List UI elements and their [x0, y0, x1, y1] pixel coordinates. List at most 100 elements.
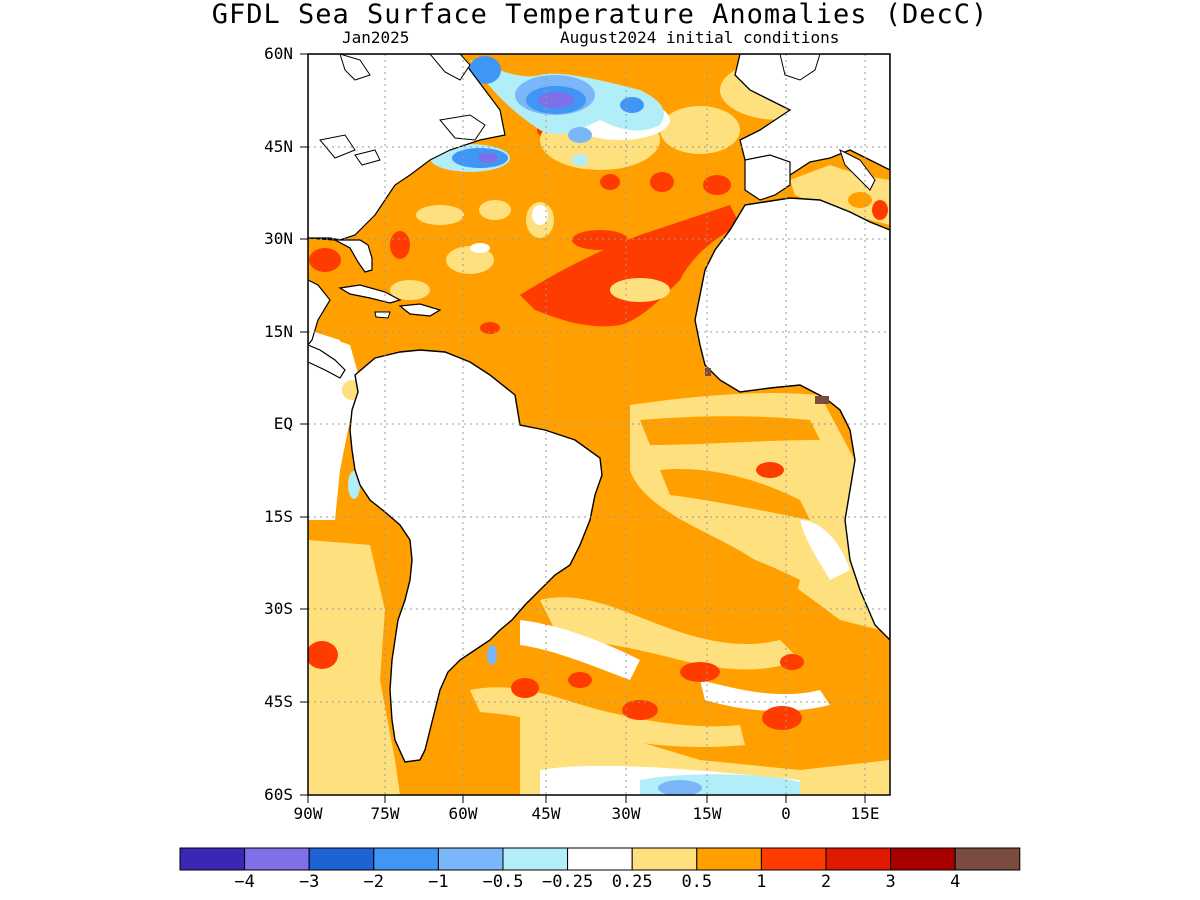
colorbar-label: 4 — [950, 872, 961, 892]
forecast-month: Jan2025 — [342, 28, 410, 47]
coldest-blob-newfoundland — [478, 153, 498, 163]
white-patch-n2 — [470, 243, 490, 253]
coldest-blob-north — [538, 92, 574, 108]
pacific-pale-region — [308, 540, 400, 795]
warm-blob-n3 — [703, 175, 731, 195]
lat-label-30s: 30S — [264, 599, 293, 618]
colorbar-swatch — [502, 847, 569, 871]
warm-blob-2 — [568, 672, 592, 688]
axis-ticks — [300, 53, 866, 803]
map-title: GFDL Sea Surface Temperature Anomalies (… — [211, 0, 989, 30]
warm-blob-n7 — [480, 322, 500, 334]
iberia-land — [744, 154, 791, 201]
colorbar — [179, 847, 1021, 871]
cuba-land — [338, 284, 402, 304]
warm-patch-med — [848, 192, 872, 208]
max-anomaly-spot-1 — [705, 368, 711, 376]
pale-patch-n6 — [610, 278, 670, 302]
britain-land — [779, 54, 821, 81]
warm-blob-med — [872, 200, 888, 220]
hispaniola-land — [398, 303, 442, 317]
lat-label-eq: EQ — [273, 414, 293, 433]
pale-patch-n1 — [416, 205, 464, 225]
warm-blob-4 — [680, 662, 720, 682]
cold-blob-labrador — [469, 56, 501, 84]
colorbar-label: 0.25 — [611, 872, 653, 892]
labrador-coast — [429, 54, 471, 81]
warm-blob-n4 — [390, 231, 410, 259]
colorbar-swatch — [179, 847, 246, 871]
pale-patch-n8 — [660, 106, 740, 154]
colorbar-swatch — [244, 847, 310, 871]
equatorial-warm-tongue — [640, 416, 820, 445]
lon-label-45w: 45W — [531, 804, 561, 823]
great-lakes-outline-2 — [354, 149, 381, 166]
max-anomaly-spot-2 — [815, 396, 829, 404]
lat-label-15n: 15N — [264, 322, 293, 341]
lat-label-45n: 45N — [264, 137, 293, 156]
warm-blob-n1 — [572, 230, 628, 250]
colorbar-label: 0.5 — [681, 872, 713, 892]
lon-label-15e: 15E — [850, 804, 880, 823]
colorbar-label: 2 — [820, 872, 832, 892]
colorbar-swatch — [954, 847, 1021, 871]
lon-label-30w: 30W — [611, 804, 641, 823]
warm-blob-6 — [780, 654, 804, 670]
colorbar-label: −3 — [298, 872, 320, 892]
pale-patch-n5 — [390, 280, 430, 300]
pale-patch-n2 — [446, 246, 494, 274]
jamaica-land — [374, 311, 391, 319]
colorbar-swatch — [760, 847, 827, 871]
florida-land — [308, 237, 373, 273]
pale-streak-1 — [540, 597, 800, 670]
cold-blob-falkland — [487, 645, 497, 665]
warm-blob-n2 — [650, 172, 674, 192]
colorbar-swatch — [825, 847, 892, 871]
cold-blob-north-2 — [620, 97, 644, 113]
lat-label-30n: 30N — [264, 229, 293, 248]
pale-patch-n3 — [479, 200, 511, 220]
warm-blob-gulf-guinea — [756, 462, 784, 478]
colorbar-swatch — [373, 847, 439, 871]
africa-land — [694, 197, 890, 641]
colorbar-swatch — [437, 847, 504, 871]
cold-blob-north-3 — [568, 127, 592, 143]
colorbar-label: −2 — [363, 872, 385, 892]
cool-spot-south — [658, 780, 702, 795]
great-lakes-outline — [319, 134, 356, 159]
southeast-pale-region — [630, 393, 880, 630]
colorbar-label: −0.5 — [482, 872, 524, 892]
white-patch-n1 — [532, 205, 548, 225]
lon-label-0: 0 — [781, 804, 791, 823]
lat-label-60s: 60S — [264, 785, 293, 804]
italy-land — [839, 149, 876, 191]
lon-label-60w: 60W — [448, 804, 478, 823]
warm-blob-1 — [511, 678, 539, 698]
lon-label-15w: 15W — [692, 804, 722, 823]
colorbar-label: 1 — [756, 872, 767, 892]
lon-label-90w: 90W — [293, 804, 323, 823]
colorbar-label: −1 — [428, 872, 449, 892]
warm-blob-n6 — [600, 174, 620, 190]
initial-conditions-note: August2024 initial conditions — [560, 28, 840, 47]
graticule — [308, 54, 890, 795]
warm-tongue-3 — [680, 540, 800, 600]
colorbar-label: 3 — [885, 872, 896, 892]
warm-blob-pacific — [308, 641, 338, 669]
warm-blob-5 — [762, 706, 802, 730]
lon-label-75w: 75W — [370, 804, 400, 823]
warm-tongue-2 — [660, 469, 810, 520]
warm-blob-3 — [622, 700, 658, 720]
white-streak-1 — [520, 620, 640, 680]
colorbar-swatch — [696, 847, 762, 871]
white-patch-benguela — [800, 520, 850, 580]
lat-label-45s: 45S — [264, 692, 293, 711]
lat-label-60n: 60N — [264, 44, 293, 63]
north-atlantic-warm-band — [520, 205, 740, 327]
baffin-land — [339, 54, 371, 81]
pale-streak-2 — [470, 687, 745, 747]
warm-blob-gulf — [309, 248, 341, 272]
colorbar-label: −4 — [234, 872, 255, 892]
colorbar-swatch — [567, 847, 633, 871]
